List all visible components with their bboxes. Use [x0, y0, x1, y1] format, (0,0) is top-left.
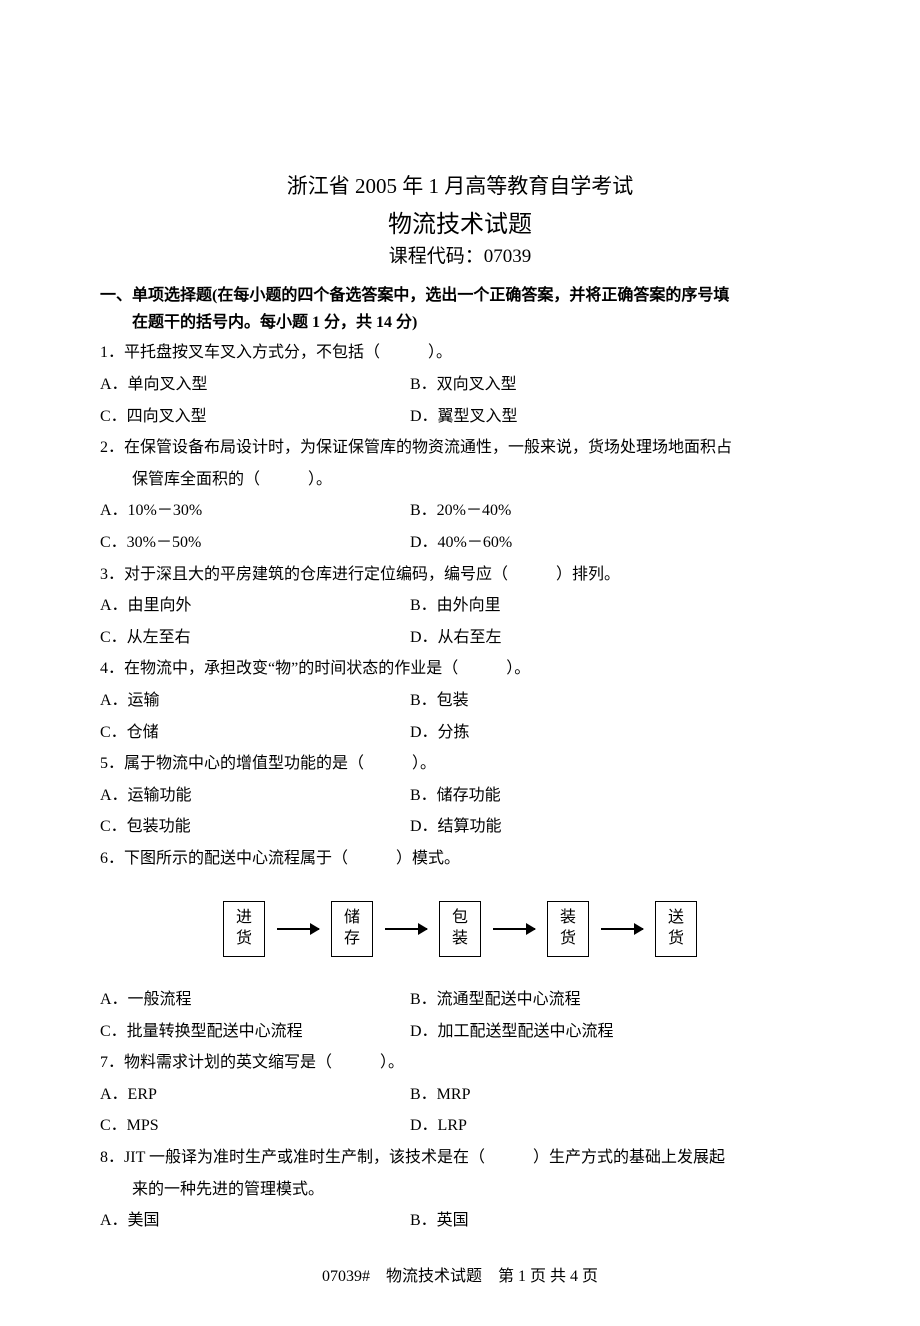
question-text: 下图所示的配送中心流程属于（ ）模式。: [124, 850, 460, 867]
question-5: 5．属于物流中心的增值型功能的是（ ）。: [100, 749, 820, 779]
arrow-icon: [385, 928, 427, 930]
question-8-cont: 来的一种先进的管理模式。: [100, 1175, 820, 1205]
option-d: D．从右至左: [410, 623, 820, 653]
option-b: B．20%－40%: [410, 496, 820, 526]
option-c: C．仓储: [100, 718, 410, 748]
question-4-options-row1: A．运输 B．包装: [100, 686, 820, 716]
question-num: 3．: [100, 566, 124, 583]
option-a: A．运输: [100, 686, 410, 716]
flowchart-diagram: 进货 储存 包装 装货 送货: [100, 901, 820, 957]
question-8: 8．JIT 一般译为准时生产或准时生产制，该技术是在（ ）生产方式的基础上发展起: [100, 1143, 820, 1173]
question-num: 4．: [100, 660, 124, 677]
question-text: 属于物流中心的增值型功能的是（ ）。: [124, 755, 436, 772]
section-header: 一、单项选择题(在每小题的四个备选答案中，选出一个正确答案，并将正确答案的序号填…: [100, 282, 820, 336]
question-text: 对于深且大的平房建筑的仓库进行定位编码，编号应（ ）排列。: [124, 566, 620, 583]
arrow-icon: [493, 928, 535, 930]
option-a: A．ERP: [100, 1080, 410, 1110]
flow-node-4: 装货: [547, 901, 589, 957]
exam-header-line2: 物流技术试题: [100, 204, 820, 239]
flow-node-5: 送货: [655, 901, 697, 957]
question-4: 4．在物流中，承担改变“物”的时间状态的作业是（ ）。: [100, 654, 820, 684]
option-d: D．分拣: [410, 718, 820, 748]
question-3-options-row2: C．从左至右 D．从右至左: [100, 623, 820, 653]
option-b: B．储存功能: [410, 781, 820, 811]
question-7: 7．物料需求计划的英文缩写是（ ）。: [100, 1048, 820, 1078]
question-2-options-row1: A．10%－30% B．20%－40%: [100, 496, 820, 526]
question-3-options-row1: A．由里向外 B．由外向里: [100, 591, 820, 621]
option-b: B．包装: [410, 686, 820, 716]
arrow-icon: [601, 928, 643, 930]
option-b: B．流通型配送中心流程: [410, 985, 820, 1015]
option-c: C．四向叉入型: [100, 402, 410, 432]
option-c: C．30%－50%: [100, 528, 410, 558]
question-2: 2．在保管设备布局设计时，为保证保管库的物资流通性，一般来说，货场处理场地面积占: [100, 433, 820, 463]
option-a: A．10%－30%: [100, 496, 410, 526]
option-d: D．结算功能: [410, 812, 820, 842]
option-d: D．加工配送型配送中心流程: [410, 1017, 820, 1047]
option-b: B．英国: [410, 1206, 820, 1236]
option-c: C．从左至右: [100, 623, 410, 653]
question-num: 6．: [100, 850, 124, 867]
page-footer: 07039# 物流技术试题 第 1 页 共 4 页: [100, 1262, 820, 1286]
flow-node-1: 进货: [223, 901, 265, 957]
section-title-line2: 在题干的括号内。每小题 1 分，共 14 分): [100, 314, 417, 331]
question-text: JIT 一般译为准时生产或准时生产制，该技术是在（ ）生产方式的基础上发展起: [124, 1149, 725, 1166]
question-1-options-row1: A．单向叉入型 B．双向叉入型: [100, 370, 820, 400]
question-4-options-row2: C．仓储 D．分拣: [100, 718, 820, 748]
question-text: 物料需求计划的英文缩写是（ ）。: [124, 1054, 404, 1071]
question-6-options-row2: C．批量转换型配送中心流程 D．加工配送型配送中心流程: [100, 1017, 820, 1047]
section-title-line1: 一、单项选择题(在每小题的四个备选答案中，选出一个正确答案，并将正确答案的序号填: [100, 287, 729, 304]
option-c: C．MPS: [100, 1111, 410, 1141]
option-c: C．包装功能: [100, 812, 410, 842]
question-5-options-row1: A．运输功能 B．储存功能: [100, 781, 820, 811]
flow-node-2: 储存: [331, 901, 373, 957]
option-a: A．由里向外: [100, 591, 410, 621]
question-num: 2．: [100, 439, 124, 456]
arrow-icon: [277, 928, 319, 930]
question-6-options-row1: A．一般流程 B．流通型配送中心流程: [100, 985, 820, 1015]
option-a: A．美国: [100, 1206, 410, 1236]
question-text: 平托盘按叉车叉入方式分，不包括（ ）。: [124, 344, 452, 361]
option-a: A．一般流程: [100, 985, 410, 1015]
option-a: A．单向叉入型: [100, 370, 410, 400]
option-c: C．批量转换型配送中心流程: [100, 1017, 410, 1047]
question-7-options-row2: C．MPS D．LRP: [100, 1111, 820, 1141]
question-text: 在物流中，承担改变“物”的时间状态的作业是（ ）。: [124, 660, 530, 677]
question-3: 3．对于深且大的平房建筑的仓库进行定位编码，编号应（ ）排列。: [100, 560, 820, 590]
question-text: 在保管设备布局设计时，为保证保管库的物资流通性，一般来说，货场处理场地面积占: [124, 439, 732, 456]
question-1-options-row2: C．四向叉入型 D．翼型叉入型: [100, 402, 820, 432]
question-5-options-row2: C．包装功能 D．结算功能: [100, 812, 820, 842]
option-d: D．翼型叉入型: [410, 402, 820, 432]
question-num: 8．: [100, 1149, 124, 1166]
question-2-options-row2: C．30%－50% D．40%－60%: [100, 528, 820, 558]
option-d: D．LRP: [410, 1111, 820, 1141]
flow-node-3: 包装: [439, 901, 481, 957]
question-2-cont: 保管库全面积的（ ）。: [100, 465, 820, 495]
question-1: 1．平托盘按叉车叉入方式分，不包括（ ）。: [100, 338, 820, 368]
question-num: 7．: [100, 1054, 124, 1071]
question-num: 1．: [100, 344, 124, 361]
question-8-options-row1: A．美国 B．英国: [100, 1206, 820, 1236]
exam-header-line1: 浙江省 2005 年 1 月高等教育自学考试: [100, 170, 820, 200]
exam-header-line3: 课程代码：07039: [100, 241, 820, 268]
exam-page: 浙江省 2005 年 1 月高等教育自学考试 物流技术试题 课程代码：07039…: [0, 0, 920, 1326]
question-6: 6．下图所示的配送中心流程属于（ ）模式。: [100, 844, 820, 874]
option-b: B．由外向里: [410, 591, 820, 621]
option-d: D．40%－60%: [410, 528, 820, 558]
option-a: A．运输功能: [100, 781, 410, 811]
option-b: B．双向叉入型: [410, 370, 820, 400]
question-7-options-row1: A．ERP B．MRP: [100, 1080, 820, 1110]
question-num: 5．: [100, 755, 124, 772]
option-b: B．MRP: [410, 1080, 820, 1110]
